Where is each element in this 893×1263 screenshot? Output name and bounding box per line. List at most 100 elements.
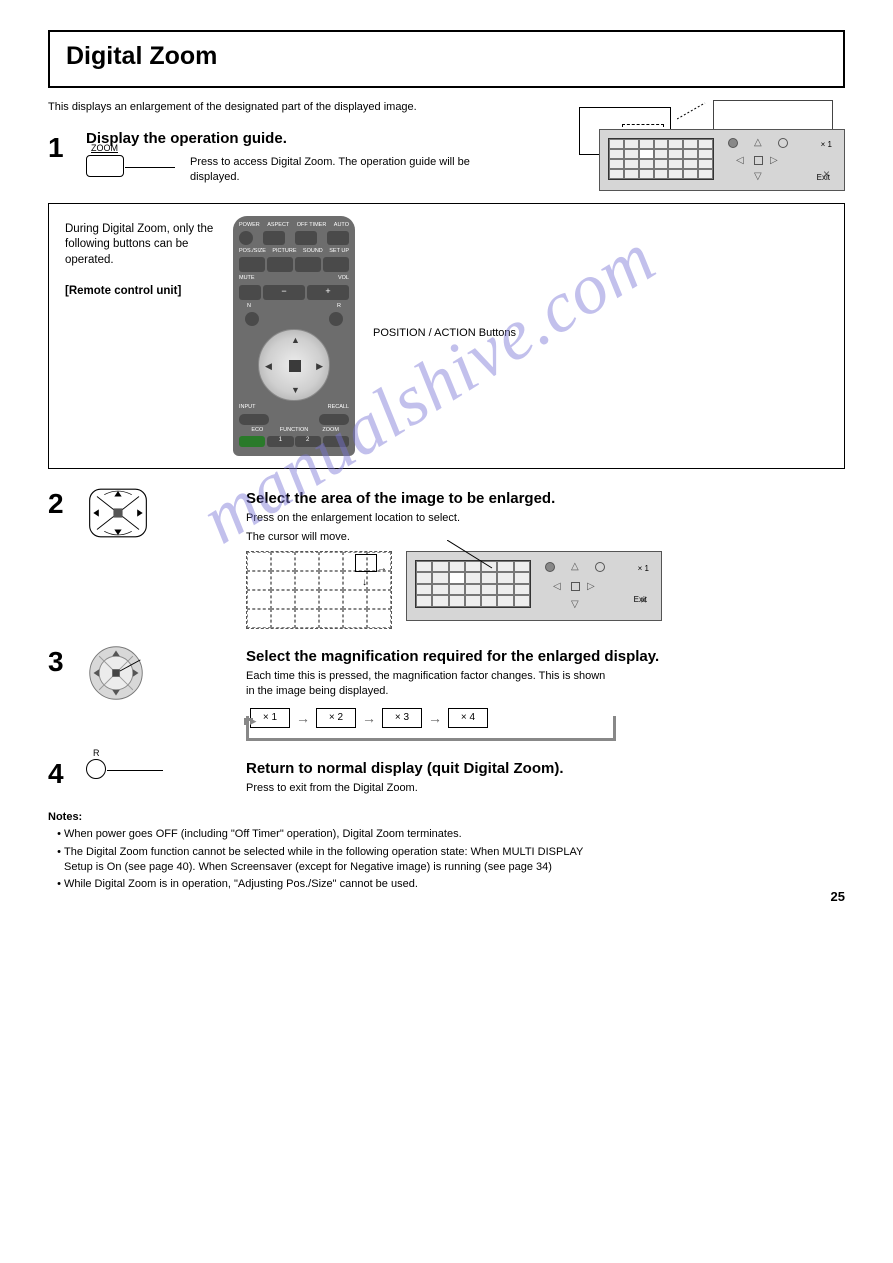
remote-label-input: INPUT [239, 404, 294, 411]
right-triangle-icon: ▷ [587, 580, 595, 594]
remote-eco-button [239, 436, 265, 447]
remote-picture-button [267, 257, 293, 272]
remote-fn2-button: 2 [295, 436, 321, 447]
remote-label-aspect: ASPECT [267, 222, 289, 229]
panel-circle-icon [595, 562, 605, 572]
remote-zoom-button [323, 436, 349, 447]
remote-label-n: N [239, 303, 294, 310]
remote-input-button [239, 414, 269, 425]
remote-label-offtimer: OFF TIMER [297, 222, 327, 229]
remote-offtimer-button [295, 231, 317, 245]
panel-2-pointer-line [447, 540, 527, 570]
r-button-icon: R [86, 759, 106, 779]
intro-text: This displays an enlargement of the desi… [48, 100, 468, 115]
zoom-button-label: ZOOM [91, 142, 118, 154]
remote-power-button [239, 231, 253, 245]
dpad-center-press-icon [86, 643, 146, 703]
remote-vol-down-button: − [263, 285, 305, 300]
remote-aspect-button [263, 231, 285, 245]
zoom-button-icon: ZOOM [86, 155, 124, 177]
zoom-button-diagram: ZOOM [86, 155, 182, 185]
panel-2-exit-label: Exit [634, 595, 647, 606]
step-1: 1 Display the operation guide. ZOOM Pres… [48, 129, 845, 191]
panel-indicator-icon [728, 138, 738, 148]
page-title: Digital Zoom [66, 40, 827, 74]
note-item-3: While Digital Zoom is in operation, "Adj… [64, 877, 588, 892]
panel-1-grid [608, 138, 714, 180]
remote-r-button [329, 312, 343, 326]
remote-label-setup2: SET UP [329, 248, 349, 255]
remote-label-auto: AUTO [334, 222, 349, 229]
panel-1-ratio: × 1 [821, 140, 832, 151]
step-3-title: Select the magnification required for th… [246, 647, 845, 667]
arrow-icon: → [296, 709, 310, 728]
ratio-x4: × 4 [448, 708, 488, 728]
page-number: 25 [831, 888, 845, 906]
step-4-desc: Press to exit from the Digital Zoom. [246, 781, 845, 796]
step-2: 2 Select the area of the image to be [48, 485, 845, 629]
step-4-title: Return to normal display (quit Digital Z… [246, 759, 845, 779]
step-1-num: 1 [48, 129, 76, 167]
step-1-desc: Press to access Digital Zoom. The operat… [190, 155, 510, 185]
remote-label-sound: SOUND [303, 248, 323, 255]
remote-label-zoom: ZOOM [312, 427, 349, 434]
r-button-diagram: R [86, 759, 176, 789]
remote-label-vol: VOL [294, 275, 349, 282]
step-2-desc: Press on the enlargement location to sel… [246, 511, 845, 526]
down-arrow-icon: ↓ [362, 576, 367, 590]
panel-square-icon [571, 582, 580, 591]
panel-circle-icon [778, 138, 788, 148]
panel-1-wrap: △ ◁ ▷ ▽ × 1 × Exit [599, 129, 845, 191]
remote-setup-button [327, 231, 349, 245]
ratio-x2: × 2 [316, 708, 356, 728]
step-1-title: Display the operation guide. [86, 129, 599, 149]
left-triangle-icon: ◁ [736, 154, 744, 168]
right-triangle-icon: ▷ [770, 154, 778, 168]
remote-label-mute: MUTE [239, 275, 294, 282]
step-3-desc: Each time this is pressed, the magnifica… [246, 669, 606, 699]
remote-sound-button [295, 257, 321, 272]
title-box: Digital Zoom [48, 30, 845, 88]
operation-guide-panel-1: △ ◁ ▷ ▽ × 1 × Exit [599, 129, 845, 191]
note-item-2: The Digital Zoom function cannot be sele… [64, 845, 588, 875]
remote-label-recall: RECALL [294, 404, 349, 411]
remote-label-eco: ECO [239, 427, 276, 434]
remote-label-possize: POS./SIZE [239, 248, 266, 255]
remote-fn1-button: 1 [267, 436, 293, 447]
remote-recall-button [319, 414, 349, 425]
remote-label-r: R [294, 303, 349, 310]
remote-possize-button [239, 257, 265, 272]
operation-guide-panel-2: △ ◁ ▷ ▽ × 1 × Exit [406, 551, 662, 621]
remote-position-action-label: POSITION / ACTION Buttons [373, 216, 828, 341]
up-triangle-icon: △ [754, 136, 762, 150]
remote-vol-up-button: + [307, 285, 349, 300]
note-item-1: When power goes OFF (including "Off Time… [64, 827, 588, 842]
step-4-num: 4 [48, 755, 76, 796]
down-triangle-icon: ▽ [571, 598, 579, 612]
remote-setup2-button [323, 257, 349, 272]
dpad-cursor-icon [86, 485, 150, 541]
remote-n-button [245, 312, 259, 326]
remote-control-illustration: POWER ASPECT OFF TIMER AUTO POS./SIZE PI… [233, 216, 355, 456]
step-2-cursor-rect [355, 554, 377, 572]
step-2-num: 2 [48, 485, 76, 629]
left-triangle-icon: ◁ [553, 580, 561, 594]
remote-caption-line2: [Remote control unit] [65, 284, 215, 300]
panel-indicator-icon [545, 562, 555, 572]
right-arrow-icon: → [377, 562, 387, 576]
step-2-note: The cursor will move. [246, 530, 845, 545]
step-4: 4 R Return to normal display (quit Digit… [48, 755, 845, 796]
remote-caption-line1: During Digital Zoom, only the following … [65, 222, 215, 269]
remote-allowed-buttons-box: During Digital Zoom, only the following … [48, 203, 845, 469]
panel-2-ratio: × 1 [638, 564, 649, 575]
magnification-chain: ▸ × 1 → × 2 → × 3 → × 4 [246, 704, 616, 741]
remote-label-picture: PICTURE [272, 248, 296, 255]
up-triangle-icon: △ [571, 560, 579, 574]
step-3: 3 Select the magnification required f [48, 643, 845, 741]
arrow-icon: → [362, 709, 376, 728]
ratio-x3: × 3 [382, 708, 422, 728]
notes-section: Notes: When power goes OFF (including "O… [48, 810, 588, 892]
arrow-icon: → [428, 709, 442, 728]
remote-caption: During Digital Zoom, only the following … [65, 216, 215, 300]
remote-dpad: ▲ ▼ ◀ ▶ [258, 329, 330, 401]
